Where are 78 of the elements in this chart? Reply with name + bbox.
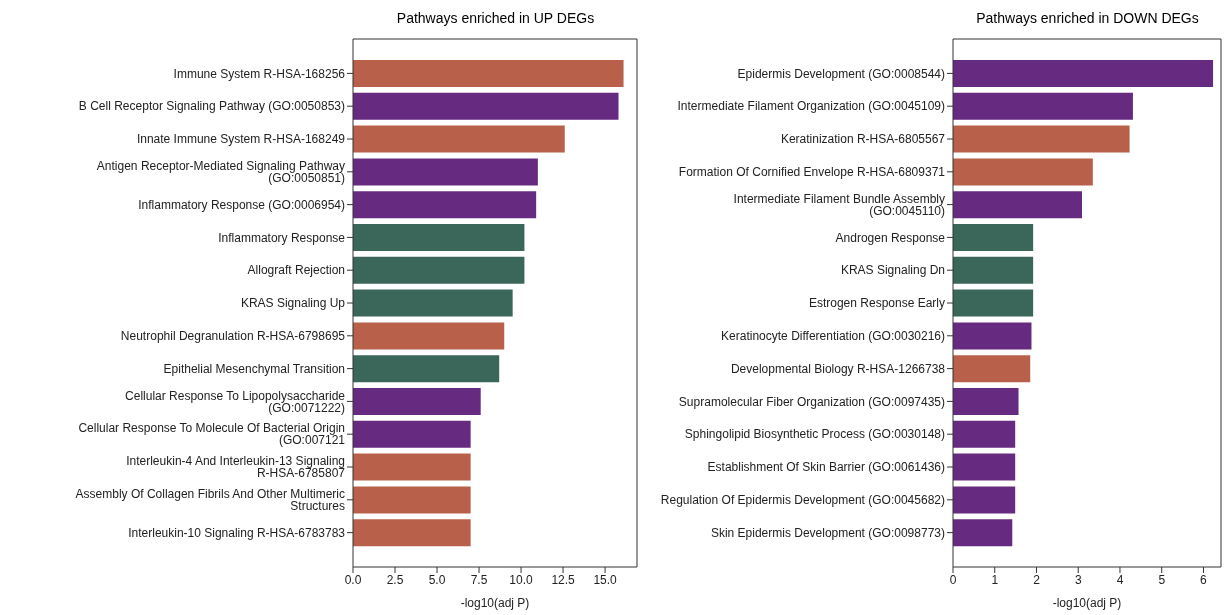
bar: [953, 388, 1019, 415]
y-tick-label: Innate Immune System R-HSA-168249: [136, 132, 346, 147]
y-tick-label: Inflammatory Response: [218, 230, 346, 245]
bar: [353, 453, 471, 481]
x-tick-label: 10.0: [509, 572, 534, 587]
bar: [353, 125, 565, 153]
bar: [353, 158, 538, 186]
bar: [353, 388, 481, 415]
x-tick-label: 0: [949, 572, 957, 587]
x-tick-label: 12.5: [551, 572, 576, 587]
bar: [953, 519, 1013, 547]
y-tick-label: Formation Of Cornified Envelope R-HSA-6809371: [678, 165, 946, 180]
y-tick-label: Developmental Biology R-HSA-1266738: [730, 361, 946, 376]
y-tick-label: Establishment Of Skin Barrier (GO:0061436): [707, 460, 945, 475]
y-tick-label: KRAS Signaling Dn: [840, 263, 945, 278]
y-tick-label: KRAS Signaling Up: [240, 296, 346, 311]
bar: [953, 224, 1034, 251]
y-tick-label: Interleukin-10 Signaling R-HSA-6783783: [128, 525, 346, 540]
bar: [353, 256, 525, 284]
x-tick-label: 2.5: [386, 572, 404, 587]
bar: [953, 453, 1016, 481]
x-tick-label: 5: [1158, 572, 1166, 587]
bar: [353, 322, 505, 350]
bar: [353, 289, 513, 317]
y-tick-label: Interleukin-4 And Interleukin-13 Signaling R-HSA-6785807: [126, 454, 346, 481]
y-tick-label: Estrogen Response Early: [808, 296, 945, 311]
bar: [953, 355, 1031, 383]
bar: [953, 191, 1082, 219]
x-tick-label: 6: [1200, 572, 1208, 587]
y-tick-label: Neutrophil Degranulation R-HSA-6798695: [120, 329, 346, 344]
bar: [953, 256, 1034, 284]
y-tick-label: Epidermis Development (GO:0008544): [737, 66, 945, 81]
bar: [953, 322, 1032, 350]
x-tick-label: 3: [1074, 572, 1082, 587]
x-tick-label: 0.0: [344, 572, 362, 587]
y-tick-label: Immune System R-HSA-168256: [173, 66, 346, 81]
bar: [353, 224, 525, 251]
y-tick-label: Keratinization R-HSA-6805567: [780, 132, 946, 147]
bar: [353, 486, 471, 514]
y-tick-label: Cellular Response To Lipopolysaccharide (GO:0071222): [125, 388, 346, 415]
y-tick-label: Skin Epidermis Development (GO:0098773): [710, 525, 945, 540]
bar: [953, 125, 1130, 153]
y-tick-label: Supramolecular Fiber Organization (GO:0097435): [678, 394, 945, 409]
y-tick-label: Sphingolipid Biosynthetic Process (GO:0030148): [684, 427, 945, 442]
y-tick-label: Cellular Response To Molecule Of Bacterial Origin (GO:007121: [78, 421, 346, 448]
x-axis-title: -log10(adj P): [1052, 596, 1122, 610]
bar: [353, 420, 471, 448]
y-tick-label: Regulation Of Epidermis Development (GO:0045682): [660, 493, 945, 508]
chart-title: Pathways enriched in DOWN DEGs: [975, 10, 1200, 26]
bar: [953, 289, 1034, 317]
bar: [953, 420, 1016, 448]
bar: [353, 92, 619, 120]
x-tick-label: 2: [1033, 572, 1041, 587]
x-tick-label: 5.0: [428, 572, 446, 587]
y-tick-label: Inflammatory Response (GO:0006954): [138, 197, 345, 212]
y-tick-label: B Cell Receptor Signaling Pathway (GO:0050853): [78, 99, 345, 114]
y-tick-label: Assembly Of Collagen Fibrils And Other Multimeric Structures: [75, 487, 345, 514]
bar: [953, 92, 1133, 120]
bar: [953, 486, 1016, 514]
x-tick-label: 4: [1116, 572, 1124, 587]
x-axis-title: -log10(adj P): [460, 596, 530, 610]
y-tick-label: Allograft Rejection: [247, 263, 345, 278]
bar: [353, 60, 624, 87]
x-tick-label: 7.5: [470, 572, 488, 587]
y-tick-label: Androgen Response: [835, 230, 946, 245]
y-tick-label: Keratinocyte Differentiation (GO:0030216): [721, 329, 945, 344]
bar: [353, 355, 500, 383]
bar: [953, 158, 1093, 186]
y-tick-label: Epithelial Mesenchymal Transition: [163, 361, 345, 376]
y-tick-label: Intermediate Filament Organization (GO:0045109): [677, 99, 945, 114]
chart-title: Pathways enriched in UP DEGs: [395, 10, 596, 26]
bar: [953, 60, 1214, 87]
y-tick-label: Antigen Receptor-Mediated Signaling Pathway (GO:0050851): [96, 159, 345, 186]
bar: [353, 519, 471, 547]
bar: [353, 191, 537, 219]
x-tick-label: 1: [991, 572, 999, 587]
x-tick-label: 15.0: [593, 572, 618, 587]
y-tick-label: Intermediate Filament Bundle Assembly (GO:0045110): [733, 191, 945, 218]
